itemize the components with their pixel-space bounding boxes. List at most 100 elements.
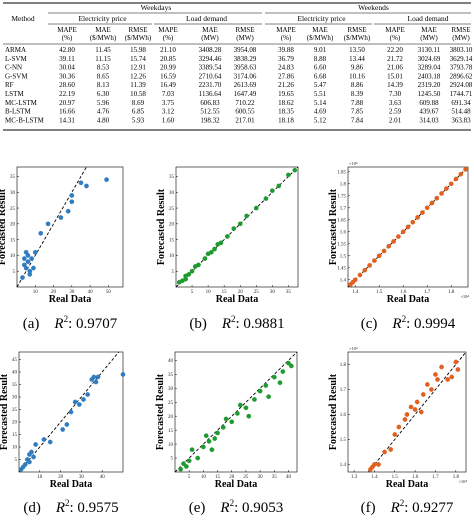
table-cell: 16.49	[160, 81, 176, 89]
table-cell: 14.31	[59, 116, 75, 124]
table-cell: 3174.06	[234, 72, 257, 80]
y-tick-label: 30	[10, 191, 16, 196]
table-cell: 13.50	[349, 46, 365, 54]
y-tick-label: 35	[168, 373, 174, 378]
y-tick-label: 1.65	[337, 219, 346, 224]
table-cell: 1245.50	[418, 90, 441, 98]
data-point	[237, 402, 243, 408]
table-cell: 10.58	[130, 90, 146, 98]
x-tick-label: 1.5	[392, 475, 399, 480]
data-point	[434, 195, 440, 201]
data-point	[372, 462, 377, 467]
data-point	[95, 374, 101, 380]
y-multiplier: ×10⁴	[349, 161, 358, 166]
data-point	[45, 221, 51, 227]
column-header-metric: MAE	[421, 26, 437, 34]
data-point	[433, 372, 438, 377]
table-cell: 15.98	[130, 46, 146, 54]
table-cell: 6.30	[97, 90, 110, 98]
data-point	[196, 262, 201, 268]
table-cell: 7.03	[162, 90, 175, 98]
data-point	[435, 377, 440, 382]
data-point	[458, 171, 464, 177]
data-point	[455, 367, 461, 372]
table-cell: 3408.28	[199, 46, 222, 54]
x-tick-label: 5	[191, 290, 194, 295]
scatter-plot-e: 5 10 15 20 25 30 35 40 5 10 15 20 25 30 35 40 Real Data F…	[155, 351, 298, 516]
table-cell: 10.16	[349, 72, 365, 80]
data-point	[392, 432, 398, 437]
r2-value: : 0.9277	[404, 500, 454, 516]
scatter-plot-a: 10 20 30 40 50 5 10 15 20 25 30 35 Real Data Forecast…	[0, 166, 124, 332]
data-point	[271, 374, 277, 380]
data-point	[76, 402, 82, 407]
data-point	[223, 416, 229, 422]
table-cell: 2924.08	[450, 81, 473, 89]
column-header-unit: (%)	[163, 34, 174, 42]
y-tick-label: 25	[168, 401, 174, 406]
x-tick-label: 30	[258, 475, 264, 480]
r2-symbol: R	[221, 316, 231, 332]
data-point	[257, 388, 263, 394]
x-tick-label: 30	[79, 475, 85, 480]
table-cell: 42.80	[59, 46, 75, 54]
r2-value: : 0.9575	[70, 500, 119, 516]
scatter-plot-c: 1.4 1.5 1.6 1.7 1.8 1.4 1.45 1.5 1.55 1.6 1.65 1.7 1…	[328, 161, 469, 332]
x-tick-label: 20	[229, 475, 235, 480]
table-cell: 18.18	[278, 116, 294, 124]
data-point	[84, 183, 89, 189]
data-point	[418, 409, 424, 415]
table-cell: 6.60	[314, 64, 327, 72]
table-cell: 9.01	[314, 46, 327, 54]
caption-letter: (c)	[361, 316, 393, 332]
x-tick-label: 1.7	[432, 475, 439, 480]
y-tick-label: 1.5	[340, 438, 347, 443]
data-point	[22, 462, 28, 467]
data-point	[27, 268, 33, 274]
data-point	[215, 430, 220, 436]
y-tick-label: 30	[168, 387, 174, 392]
table-cell: 606.83	[200, 99, 220, 107]
data-point	[104, 177, 109, 182]
y-tick-label: 1.85	[337, 171, 346, 176]
table-cell: 30.04	[59, 64, 75, 72]
sub-header: Electricity price	[78, 14, 127, 23]
table-cell: 2896.62	[450, 72, 473, 80]
scatter-plot-d: 10 20 30 40 5 10 15 20 25 30 35 40 45 Real Data Foreca…	[0, 351, 126, 516]
y-tick-label: 1.8	[340, 183, 347, 188]
table-cell: 7.85	[351, 108, 364, 116]
column-header-metric: RMSE	[347, 26, 366, 34]
x-tick-label: 1.5	[376, 290, 383, 295]
table-cell: 3024.69	[418, 55, 441, 63]
y-tick-label: 15	[12, 433, 18, 438]
y-multiplier: ×10⁴	[349, 346, 358, 351]
table-cell: 5.51	[314, 90, 327, 98]
data-point	[220, 424, 226, 430]
x-tick-label: 35	[272, 475, 278, 480]
table-cell: 39.11	[59, 55, 75, 63]
data-point	[429, 200, 435, 206]
data-point	[362, 267, 368, 273]
data-point	[266, 394, 271, 400]
table-cell: 5.14	[314, 99, 327, 107]
column-header-unit: (MW)	[201, 34, 219, 42]
y-tick-label: 35	[12, 383, 18, 388]
y-tick-label: 30	[12, 396, 18, 401]
x-tick-label: 1.6	[412, 475, 419, 480]
data-point	[263, 196, 269, 201]
data-point	[206, 438, 212, 444]
r2-symbol: R	[55, 500, 65, 516]
x-tick-label: 40	[88, 290, 94, 295]
table-cell: 3389.54	[199, 64, 222, 72]
y-axis-label: Forecasted Result	[328, 373, 339, 450]
data-point	[93, 379, 99, 385]
y-tick-label: 40	[12, 371, 18, 376]
table-cell: 8.69	[132, 99, 145, 107]
y-tick-label: 1.6	[340, 413, 347, 418]
table-cell: 3803.10	[450, 46, 473, 54]
identity-line	[18, 351, 120, 473]
table-cell: 8.88	[314, 55, 327, 63]
table-cell: 3958.63	[234, 64, 257, 72]
data-point	[376, 253, 382, 259]
column-header-unit: ($/MWh)	[307, 34, 334, 42]
